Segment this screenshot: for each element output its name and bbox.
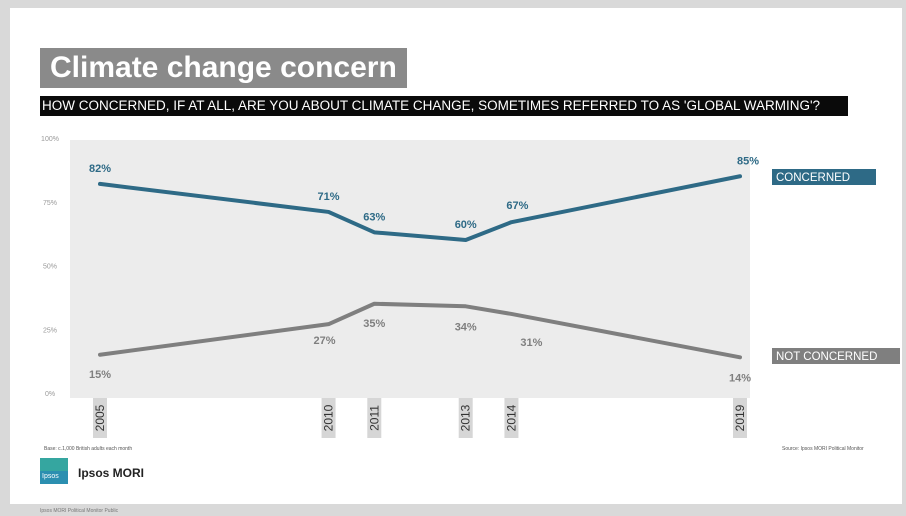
legend-concerned-box [772, 169, 876, 185]
x-tick-label: 2014 [504, 404, 518, 431]
y-tick-label: 75% [43, 200, 57, 207]
not-concerned-data-label: 27% [314, 335, 336, 347]
year-box [733, 398, 747, 438]
x-tick-label: 2013 [459, 404, 473, 431]
brand-name: Ipsos MORI [78, 466, 145, 480]
legend-not-concerned-box [772, 348, 900, 364]
base-note: Base: c.1,000 British adults each month [44, 446, 133, 452]
year-box [504, 398, 519, 438]
y-tick-label: 50% [43, 264, 57, 271]
year-box [321, 398, 336, 438]
x-tick-label: 2011 [367, 405, 381, 431]
concerned-data-label: 82% [89, 163, 111, 175]
not-concerned-data-label: 14% [729, 372, 751, 384]
page-title: Climate change concern [40, 48, 407, 88]
year-box [367, 398, 382, 438]
concerned-data-label: 71% [318, 191, 340, 203]
legend-concerned-label: CONCERNED [776, 172, 850, 184]
y-tick-label: 25% [43, 327, 57, 334]
x-tick-label: 2019 [733, 404, 747, 431]
not-concerned-data-label: 31% [520, 337, 542, 349]
ipsos-logo: Ipsos [40, 458, 68, 484]
y-tick-label: 0% [45, 391, 55, 398]
bottom-note: Ipsos MORI Political Monitor Public [40, 508, 119, 514]
y-tick-label: 100% [41, 136, 59, 143]
concerned-data-label: 60% [455, 219, 477, 231]
x-tick-label: 2005 [93, 404, 107, 431]
concerned-line [98, 174, 742, 242]
concerned-data-label: 85% [737, 155, 759, 167]
not-concerned-data-label: 35% [363, 318, 385, 330]
not-concerned-data-label: 15% [89, 369, 111, 381]
concerned-data-label: 63% [363, 211, 385, 223]
source-note: Source: Ipsos MORI Political Monitor [782, 446, 864, 452]
year-box [458, 398, 473, 438]
year-box [93, 398, 107, 438]
not-concerned-data-label: 34% [455, 321, 477, 333]
x-tick-label: 2010 [322, 404, 336, 431]
concerned-data-label: 67% [506, 200, 528, 212]
survey-question: HOW CONCERNED, IF AT ALL, ARE YOU ABOUT … [40, 96, 848, 116]
legend-not-concerned-label: NOT CONCERNED [776, 351, 877, 363]
not-concerned-line [98, 301, 742, 360]
logo-text: Ipsos [42, 473, 59, 480]
plot-background [70, 140, 750, 398]
